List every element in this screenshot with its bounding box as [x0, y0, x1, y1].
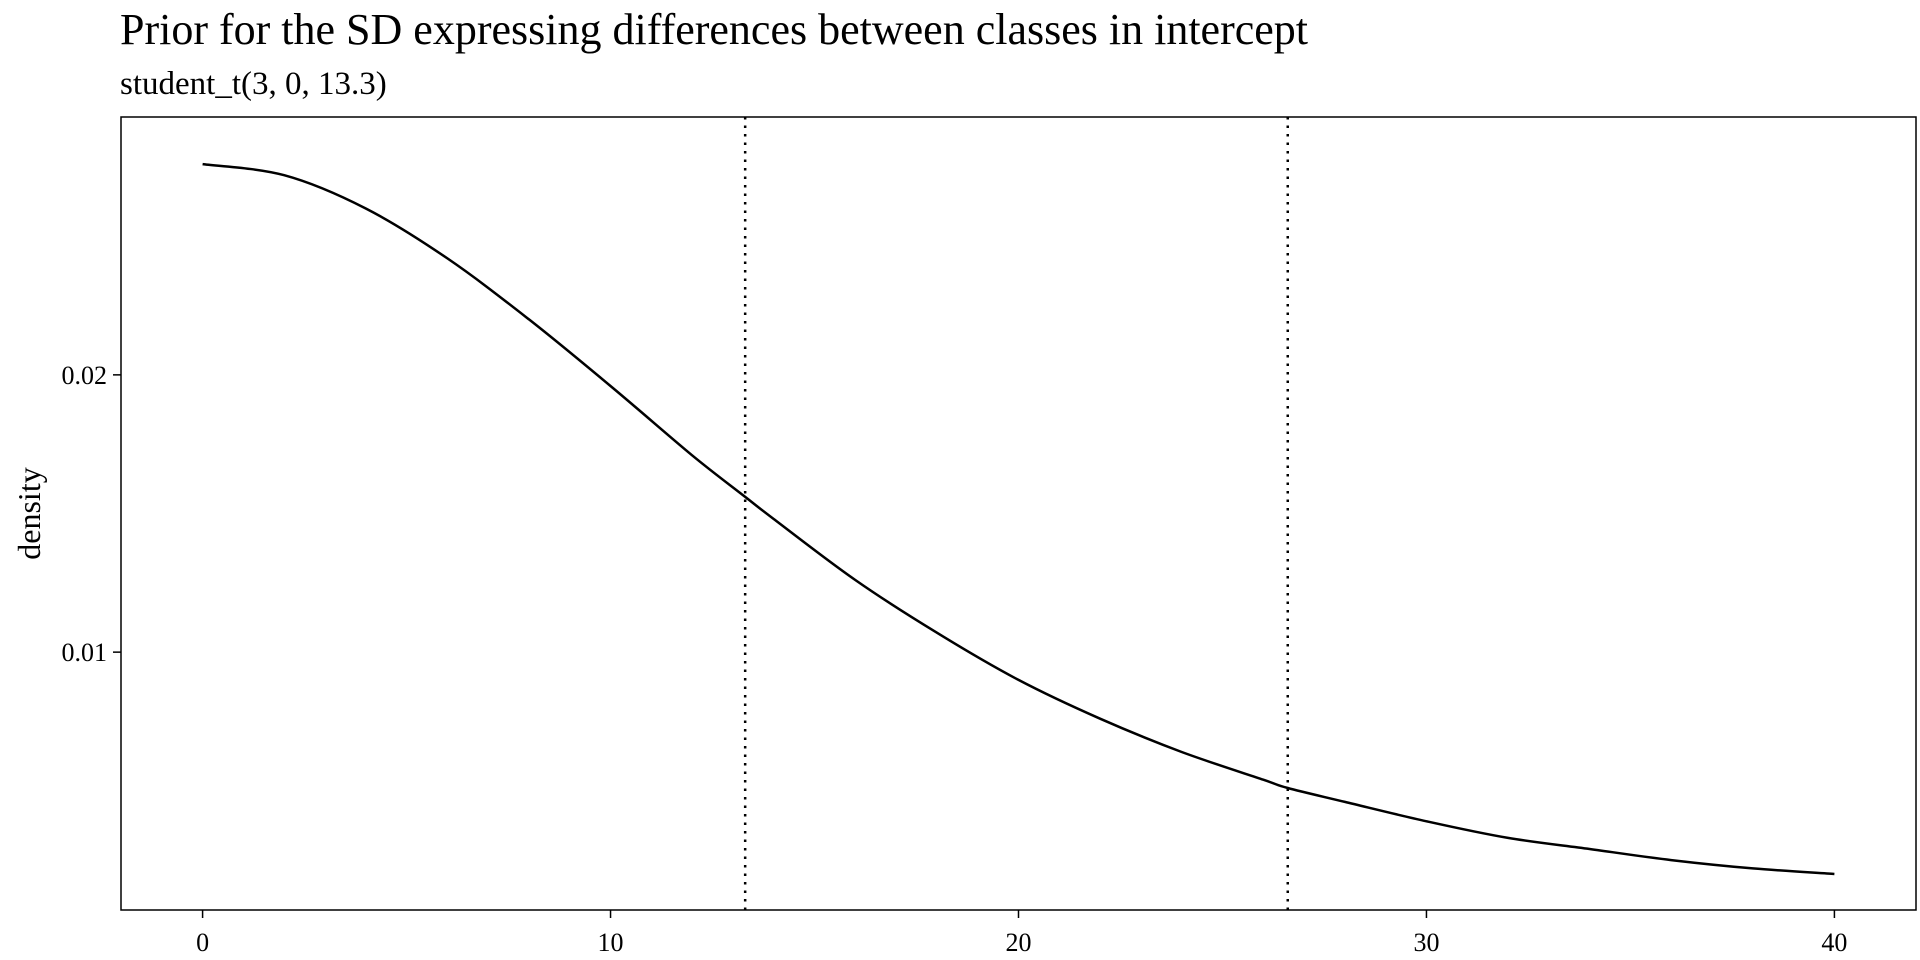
x-tick-label: 0 — [196, 928, 209, 957]
chart-title: Prior for the SD expressing differences … — [120, 5, 1309, 54]
x-tick-label: 40 — [1821, 928, 1847, 957]
y-tick-label: 0.01 — [62, 638, 108, 667]
plot-panel-frame — [120, 116, 1917, 911]
x-tick-label: 30 — [1413, 928, 1439, 957]
y-axis-label: density — [11, 467, 47, 559]
x-tick-label: 10 — [598, 928, 624, 957]
chart-subtitle: student_t(3, 0, 13.3) — [120, 66, 387, 102]
x-tick-label: 20 — [1006, 928, 1032, 957]
y-tick-label: 0.02 — [62, 361, 108, 390]
density-curve — [202, 162, 1835, 876]
